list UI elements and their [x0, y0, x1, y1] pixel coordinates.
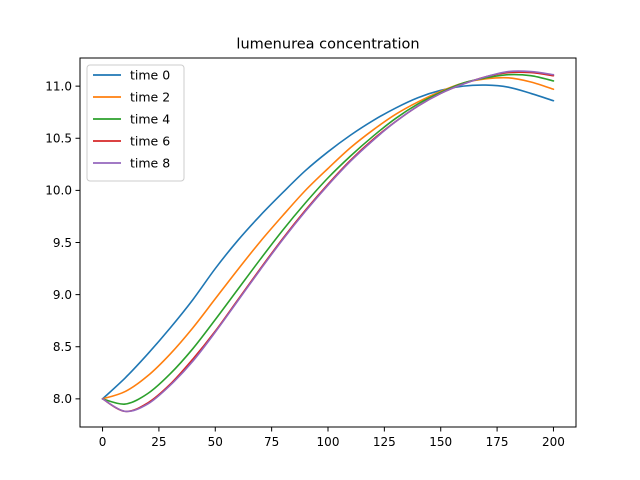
legend-label: time 4 [130, 112, 170, 127]
legend: time 0 time 2 time 4 time 6 time 8 [86, 64, 185, 182]
series-line-time-8 [101, 70, 555, 413]
y-tick-label: 8.0 [53, 392, 72, 406]
legend-label: time 6 [130, 134, 170, 149]
y-tick-label: 9.0 [53, 288, 72, 302]
series-layer [101, 70, 555, 413]
x-tick-label: 200 [542, 435, 565, 449]
x-tick-label: 50 [208, 435, 223, 449]
legend-box [86, 64, 185, 182]
y-tick-label: 8.5 [53, 340, 72, 354]
legend-label: time 0 [130, 68, 170, 83]
x-tick-label: 25 [151, 435, 166, 449]
legend-label: time 2 [130, 90, 170, 105]
x-tick-label: 75 [264, 435, 279, 449]
x-tick-label: 175 [486, 435, 509, 449]
x-tick-label: 100 [317, 435, 340, 449]
y-tick-label: 9.5 [53, 236, 72, 250]
chart-title: lumenurea concentration [236, 37, 419, 53]
ticks-layer: 0 25 50 75 100 125 150 175 200 8.0 8.5 9.0 9.5 10.0 10… [45, 79, 565, 449]
y-tick-label: 11.0 [45, 79, 72, 93]
legend-label: time 8 [130, 156, 170, 171]
y-tick-label: 10.5 [45, 132, 72, 146]
series-line-time-0 [101, 84, 555, 400]
x-tick-label: 125 [373, 435, 396, 449]
x-tick-label: 150 [429, 435, 452, 449]
y-tick-label: 10.0 [45, 184, 72, 198]
x-tick-label: 0 [99, 435, 107, 449]
